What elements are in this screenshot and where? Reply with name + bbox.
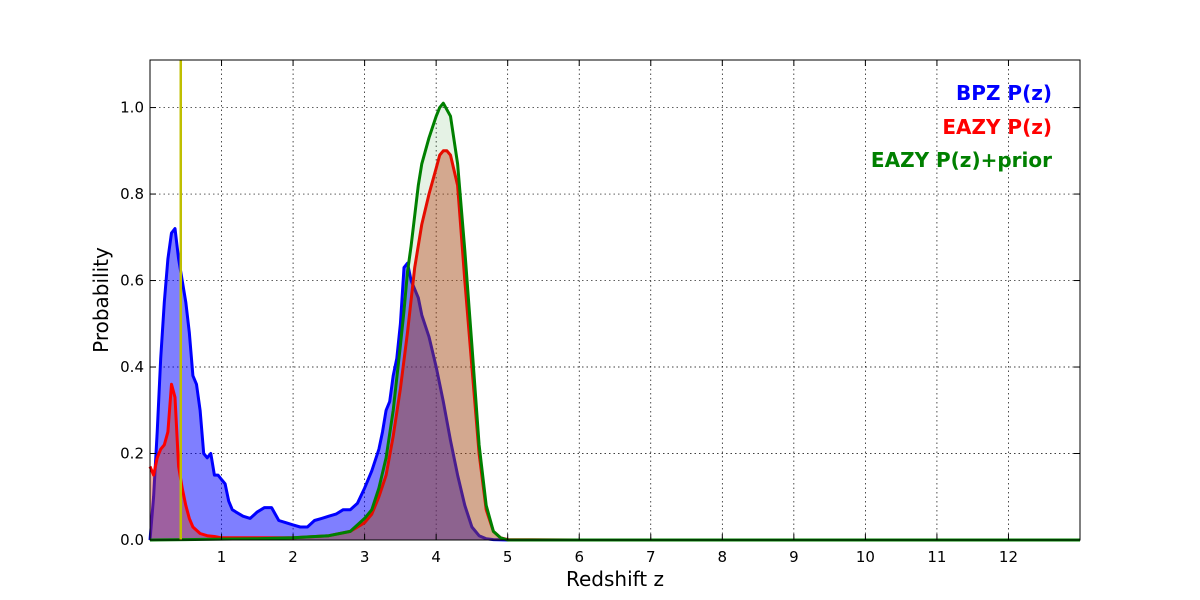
- y-tick-label: 0.6: [120, 272, 144, 290]
- series-0: [148, 227, 1080, 542]
- series-2: [149, 101, 1080, 542]
- x-axis-ticks: 1 2 3 4 5 6 7 8 9 10 11 12: [217, 60, 1018, 566]
- x-tick-label: 3: [360, 548, 370, 566]
- y-axis-ticks: 0.0 0.2 0.4 0.6 0.8 1.0: [120, 99, 1080, 549]
- x-tick-label: 12: [999, 548, 1018, 566]
- y-tick-label: 0.2: [120, 445, 144, 463]
- y-tick-label: 0.0: [120, 531, 144, 549]
- y-tick-label: 0.8: [120, 185, 144, 203]
- x-tick-label: 9: [789, 548, 799, 566]
- series-line-0: [148, 227, 1080, 542]
- y-axis-label: Probability: [89, 247, 113, 353]
- legend: BPZ P(z) EAZY P(z) EAZY P(z)+prior: [871, 81, 1052, 172]
- plot-frame: [149, 59, 1081, 541]
- plot-area: [150, 60, 1080, 540]
- y-tick-label: 1.0: [120, 99, 144, 117]
- legend-entry-bpz: BPZ P(z): [956, 81, 1052, 105]
- x-tick-label: 2: [288, 548, 298, 566]
- x-tick-label: 10: [856, 548, 875, 566]
- series-line-2: [149, 101, 1080, 542]
- legend-entry-eazy-prior: EAZY P(z)+prior: [871, 148, 1052, 172]
- x-axis-label: Redshift z: [566, 567, 664, 591]
- y-tick-label: 0.4: [120, 358, 144, 376]
- x-tick-label: 4: [431, 548, 441, 566]
- x-tick-label: 6: [574, 548, 584, 566]
- x-tick-label: 1: [217, 548, 227, 566]
- x-tick-label: 5: [503, 548, 513, 566]
- x-tick-label: 11: [927, 548, 946, 566]
- legend-entry-eazy: EAZY P(z): [942, 115, 1052, 139]
- series-area-0: [150, 228, 1080, 540]
- x-tick-label: 8: [718, 548, 728, 566]
- grid: [150, 60, 1080, 541]
- series-layer: [148, 101, 1080, 542]
- x-tick-label: 7: [646, 548, 656, 566]
